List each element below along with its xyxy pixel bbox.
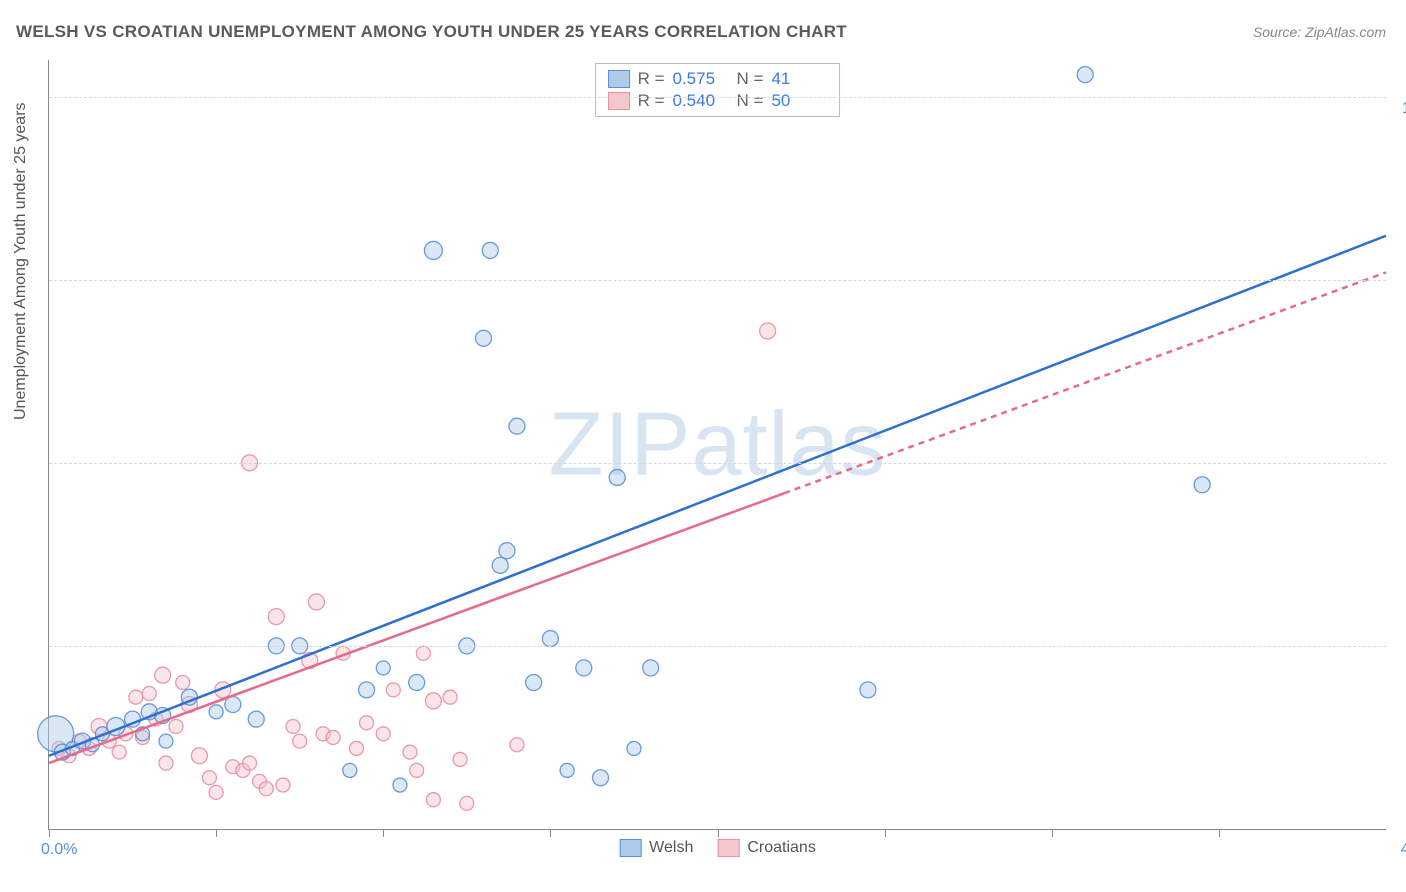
regression-line: [784, 272, 1386, 493]
data-point: [293, 734, 307, 748]
data-point: [326, 730, 340, 744]
data-point: [482, 242, 498, 258]
data-point: [510, 738, 524, 752]
data-point: [243, 756, 257, 770]
data-point: [169, 719, 183, 733]
data-point: [286, 719, 300, 733]
legend-series: Welsh Croatians: [619, 839, 816, 857]
regression-line: [49, 493, 784, 763]
data-point: [359, 682, 375, 698]
data-point: [416, 646, 430, 660]
data-point: [159, 756, 173, 770]
data-point: [276, 778, 290, 792]
data-point: [155, 667, 171, 683]
data-point: [176, 676, 190, 690]
data-point: [410, 763, 424, 777]
data-point: [129, 690, 143, 704]
data-point: [376, 727, 390, 741]
data-point: [492, 557, 508, 573]
plot-area: ZIPatlas R = 0.575 N = 41 R = 0.540 N = …: [48, 60, 1386, 830]
data-point: [202, 771, 216, 785]
data-point: [460, 796, 474, 810]
data-point: [191, 748, 207, 764]
data-point: [576, 660, 592, 676]
data-point: [403, 745, 417, 759]
data-point: [476, 330, 492, 346]
x-tick: [383, 829, 384, 837]
y-tick-label: 100.0%: [1402, 100, 1406, 118]
data-point: [376, 661, 390, 675]
source-attribution: Source: ZipAtlas.com: [1253, 24, 1386, 40]
data-point: [360, 716, 374, 730]
data-point: [112, 745, 126, 759]
x-tick: [718, 829, 719, 837]
data-point: [209, 785, 223, 799]
gridline: [49, 463, 1386, 464]
x-axis-min-label: 0.0%: [41, 841, 77, 859]
data-point: [593, 770, 609, 786]
x-tick: [216, 829, 217, 837]
legend-item-croatians: Croatians: [717, 839, 815, 857]
x-tick: [550, 829, 551, 837]
data-point: [268, 609, 284, 625]
data-point: [860, 682, 876, 698]
data-point: [393, 778, 407, 792]
x-tick: [49, 829, 50, 837]
swatch-welsh: [619, 839, 641, 857]
data-point: [350, 741, 364, 755]
gridline: [49, 97, 1386, 98]
data-point: [142, 687, 156, 701]
x-tick: [1052, 829, 1053, 837]
data-point: [627, 741, 641, 755]
data-point: [426, 793, 440, 807]
data-point: [409, 675, 425, 691]
data-point: [386, 683, 400, 697]
legend-label: Croatians: [747, 839, 815, 857]
data-point: [259, 782, 273, 796]
legend-item-welsh: Welsh: [619, 839, 693, 857]
data-point: [159, 734, 173, 748]
data-point: [526, 675, 542, 691]
legend-label: Welsh: [649, 839, 693, 857]
x-tick: [1219, 829, 1220, 837]
gridline: [49, 280, 1386, 281]
data-point: [643, 660, 659, 676]
x-axis-max-label: 40.0%: [1401, 841, 1406, 859]
data-point: [425, 693, 441, 709]
data-point: [1077, 67, 1093, 83]
data-point: [560, 763, 574, 777]
data-point: [343, 763, 357, 777]
data-point: [424, 241, 442, 259]
data-point: [248, 711, 264, 727]
y-axis-label: Unemployment Among Youth under 25 years: [12, 102, 30, 420]
chart-title: WELSH VS CROATIAN UNEMPLOYMENT AMONG YOU…: [16, 22, 847, 42]
data-point: [499, 543, 515, 559]
gridline: [49, 646, 1386, 647]
data-point: [443, 690, 457, 704]
swatch-croatians: [717, 839, 739, 857]
scatter-svg: [49, 60, 1386, 829]
data-point: [609, 469, 625, 485]
data-point: [1194, 477, 1210, 493]
x-tick: [885, 829, 886, 837]
data-point: [209, 705, 223, 719]
data-point: [760, 323, 776, 339]
data-point: [509, 418, 525, 434]
regression-line: [49, 236, 1386, 756]
data-point: [308, 594, 324, 610]
data-point: [542, 631, 558, 647]
data-point: [453, 752, 467, 766]
